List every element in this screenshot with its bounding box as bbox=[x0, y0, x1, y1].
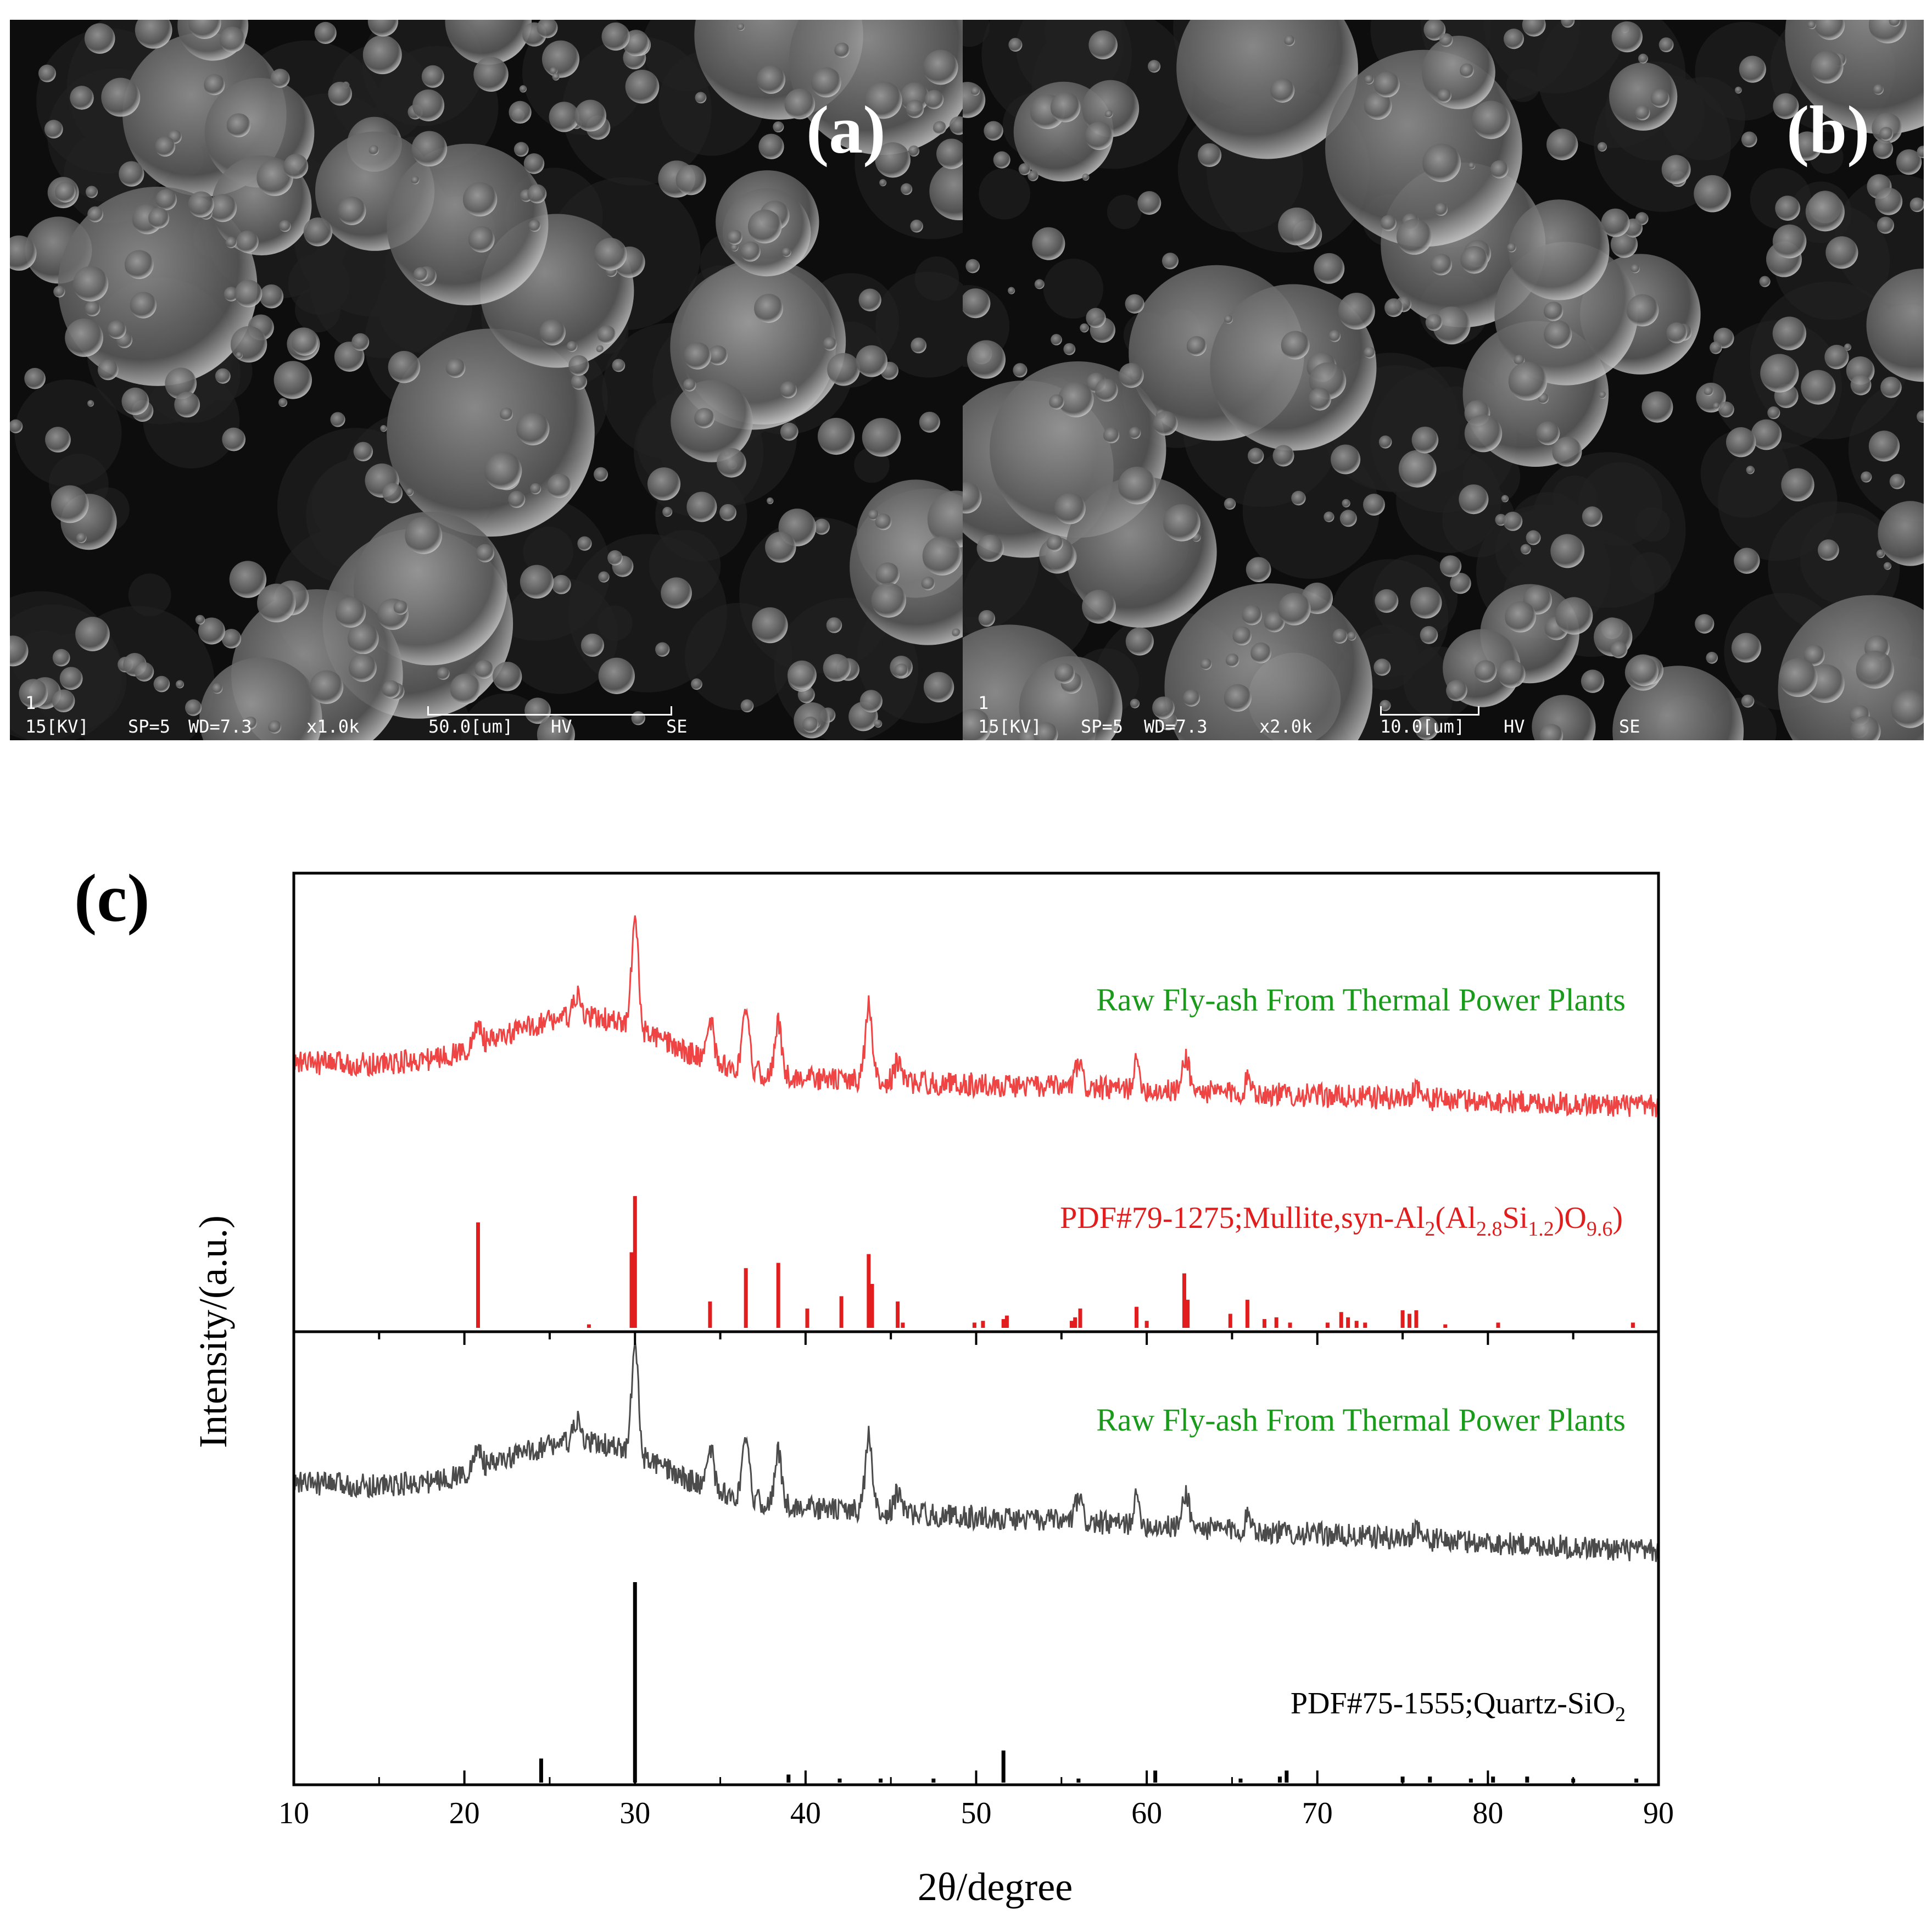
sem-spot-b: SP=5 bbox=[1081, 716, 1124, 737]
sem-detector-a: SE bbox=[666, 716, 688, 737]
sem-particles-b bbox=[963, 20, 1924, 740]
sem-voltage-b: 15[KV] bbox=[978, 716, 1042, 737]
sem-scale-b: 10.0[um] bbox=[1380, 716, 1465, 737]
upper-ref-sub2: 2.8 bbox=[1476, 1217, 1503, 1241]
sem-index-b: 1 bbox=[978, 692, 989, 713]
x-tick-label: 90 bbox=[1643, 1796, 1674, 1830]
y-axis-label: Intensity/(a.u.) bbox=[191, 1215, 235, 1448]
sem-particles-a bbox=[10, 20, 963, 740]
upper-ref-prefix: PDF#79-1275;Mullite,syn-Al bbox=[1060, 1201, 1425, 1235]
sem-mode-b: HV bbox=[1504, 716, 1525, 737]
sem-mode-a: HV bbox=[551, 716, 572, 737]
upper-ref-sub3: 1.2 bbox=[1528, 1217, 1554, 1241]
sem-scalebar-a bbox=[427, 706, 672, 716]
lower-pattern-label: Raw Fly-ash From Thermal Power Plants bbox=[1096, 1402, 1626, 1438]
sem-scale-a: 50.0[um] bbox=[428, 716, 513, 737]
x-tick-label: 40 bbox=[790, 1796, 821, 1830]
sem-mag-b: x2.0k bbox=[1259, 716, 1313, 737]
sem-wd-a: WD=7.3 bbox=[188, 716, 252, 737]
panel-label-a: (a) bbox=[806, 92, 886, 167]
upper-pattern-label: Raw Fly-ash From Thermal Power Plants bbox=[1096, 982, 1626, 1018]
x-tick-label: 50 bbox=[961, 1796, 992, 1830]
upper-ref-sub4: 9.6 bbox=[1587, 1217, 1613, 1241]
x-tick-label: 30 bbox=[619, 1796, 650, 1830]
sem-wd-b: WD=7.3 bbox=[1144, 716, 1208, 737]
sem-index-a: 1 bbox=[25, 692, 36, 713]
panel-label-c: (c) bbox=[74, 861, 150, 936]
x-tick-label: 10 bbox=[278, 1796, 309, 1830]
sem-image-a: (a) 1 15[KV] SP=5 WD=7.3 x1.0k 50.0[um] … bbox=[10, 20, 963, 740]
sem-mag-a: x1.0k bbox=[306, 716, 360, 737]
lower-ref-sub1: 2 bbox=[1615, 1703, 1626, 1726]
x-tick-label: 60 bbox=[1131, 1796, 1162, 1830]
upper-ref-sub1: 2 bbox=[1425, 1217, 1435, 1241]
xrd-pattern-line bbox=[293, 915, 1660, 1118]
lower-reference-label: PDF#75-1555;Quartz-SiO2 bbox=[1291, 1686, 1626, 1726]
x-tick-label: 70 bbox=[1302, 1796, 1333, 1830]
xrd-pattern-line bbox=[293, 1342, 1660, 1562]
plot-frame bbox=[292, 872, 1660, 1786]
x-tick-label: 20 bbox=[449, 1796, 480, 1830]
x-axis-label: 2θ/degree bbox=[918, 1865, 1073, 1909]
sem-spot-a: SP=5 bbox=[128, 716, 171, 737]
panel-label-b: (b) bbox=[1786, 92, 1870, 167]
upper-ref-mid2: Si bbox=[1503, 1201, 1528, 1235]
x-tick-label: 80 bbox=[1472, 1796, 1503, 1830]
sem-image-b: (b) 1 15[KV] SP=5 WD=7.3 x2.0k 10.0[um] … bbox=[963, 20, 1924, 740]
sem-voltage-a: 15[KV] bbox=[25, 716, 89, 737]
lower-ref-prefix: PDF#75-1555;Quartz-SiO bbox=[1291, 1686, 1615, 1721]
upper-ref-suffix: ) bbox=[1612, 1201, 1623, 1235]
sem-detector-b: SE bbox=[1619, 716, 1640, 737]
upper-ref-mid3: )O bbox=[1554, 1201, 1587, 1235]
upper-ref-mid1: (Al bbox=[1435, 1201, 1476, 1235]
sem-scalebar-b bbox=[1380, 706, 1479, 716]
upper-reference-label: PDF#79-1275;Mullite,syn-Al2(Al2.8Si1.2)O… bbox=[1060, 1201, 1623, 1241]
